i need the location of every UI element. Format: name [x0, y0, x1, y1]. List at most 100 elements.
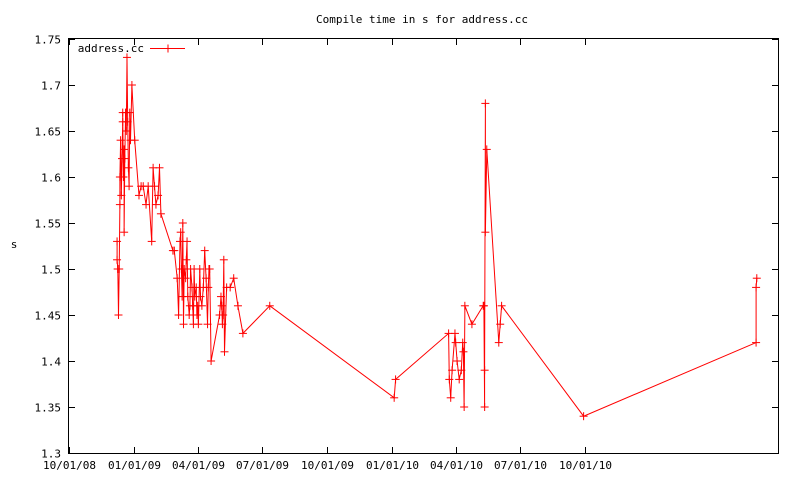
data-point	[122, 53, 131, 62]
data-point	[448, 366, 457, 375]
data-point	[455, 375, 464, 384]
y-tick-label: 1.35	[35, 402, 62, 415]
data-point	[156, 209, 165, 218]
data-point	[181, 274, 190, 283]
data-point	[134, 191, 143, 200]
plot-frame	[68, 38, 779, 454]
data-point	[458, 338, 467, 347]
data-point	[150, 182, 159, 191]
y-tick-label: 1.3	[41, 448, 61, 461]
data-point	[114, 311, 123, 319]
data-point	[173, 274, 182, 283]
x-tick-label: 07/01/09	[236, 459, 289, 472]
data-point	[457, 366, 466, 375]
data-point	[154, 191, 163, 200]
data-point	[113, 255, 122, 264]
y-tick-label: 1.65	[35, 126, 62, 139]
data-point	[205, 265, 214, 273]
data-point	[123, 117, 132, 126]
data-point	[752, 338, 761, 347]
y-tick-label: 1.45	[35, 310, 62, 323]
data-point	[194, 320, 203, 329]
data-point	[175, 237, 184, 246]
data-point	[446, 393, 455, 402]
data-point	[391, 375, 400, 384]
data-point	[460, 301, 469, 310]
data-point	[480, 403, 489, 411]
data-point	[119, 173, 128, 181]
data-point	[122, 127, 131, 135]
data-point	[497, 301, 506, 310]
data-point	[197, 301, 206, 310]
data-point	[218, 320, 227, 329]
data-point	[195, 265, 204, 273]
data-point	[117, 191, 126, 200]
data-point	[238, 329, 247, 338]
legend: address.cc	[78, 42, 185, 55]
legend-label: address.cc	[78, 42, 144, 55]
data-point	[113, 237, 122, 246]
data-point	[752, 274, 761, 283]
x-tick-label: 10/01/08	[43, 459, 96, 472]
data-point	[579, 412, 588, 421]
data-point	[127, 81, 136, 89]
data-point	[481, 99, 490, 108]
x-tick-label: 04/01/09	[172, 459, 225, 472]
data-point	[450, 329, 459, 338]
y-tick-label: 1.4	[41, 356, 61, 369]
data-point	[142, 200, 151, 209]
y-axis: 1.3 1.35 1.4 1.45 1.5 1.55 1.6 1.65 1.7 1.75	[35, 34, 778, 461]
data-point	[182, 255, 191, 264]
data-point	[219, 311, 228, 319]
data-point	[155, 163, 164, 172]
x-tick-label: 07/01/10	[494, 459, 547, 472]
data-point	[479, 301, 488, 310]
data-point	[147, 237, 156, 246]
data-point	[229, 274, 238, 283]
data-point	[480, 366, 489, 375]
data-point	[467, 320, 476, 329]
data-point	[217, 301, 226, 310]
data-point	[460, 403, 469, 411]
data-point	[124, 163, 133, 172]
data-point	[115, 265, 124, 273]
data-point	[481, 228, 490, 237]
data-point	[203, 320, 212, 329]
data-point	[204, 283, 213, 292]
y-axis-label: s	[11, 238, 18, 251]
x-tick-label: 10/01/10	[559, 459, 612, 472]
x-tick-label: 04/01/10	[430, 459, 483, 472]
data-point	[494, 338, 503, 347]
data-point	[482, 145, 491, 154]
data-point	[200, 246, 209, 255]
y-tick-label: 1.55	[35, 218, 62, 231]
data-point	[220, 347, 229, 356]
data-point	[192, 311, 201, 319]
data-point	[459, 347, 468, 356]
data-point	[120, 228, 129, 237]
data-point	[451, 338, 460, 347]
data-point	[445, 375, 454, 384]
data-point	[219, 255, 228, 264]
data-point	[179, 320, 188, 329]
data-point	[174, 311, 183, 319]
data-point	[265, 301, 274, 310]
data-point	[192, 283, 201, 292]
data-point	[183, 292, 192, 301]
y-tick-label: 1.75	[35, 34, 62, 47]
data-point	[207, 357, 216, 365]
chart-title: Compile time in s for address.cc	[316, 13, 528, 26]
data-point	[183, 237, 192, 246]
data-point	[453, 357, 462, 365]
data-point	[125, 108, 134, 117]
data-point	[120, 154, 129, 163]
y-tick-label: 1.6	[41, 172, 61, 185]
x-axis: 10/01/08 01/01/09 04/01/09 07/01/09 10/01/09…	[43, 39, 612, 472]
data-point	[170, 246, 179, 255]
data-point	[233, 301, 242, 310]
data-point	[176, 228, 185, 237]
x-tick-label: 01/01/09	[108, 459, 161, 472]
data-point	[116, 136, 125, 145]
data-point	[390, 393, 399, 402]
